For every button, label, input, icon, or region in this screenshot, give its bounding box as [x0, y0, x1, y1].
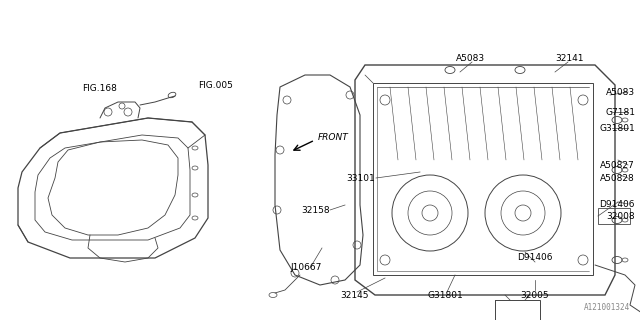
Text: G31801: G31801 [599, 124, 635, 132]
Text: 33101: 33101 [346, 173, 375, 182]
Text: 32005: 32005 [521, 291, 549, 300]
Text: G31801: G31801 [427, 291, 463, 300]
Text: A50828: A50828 [600, 173, 635, 182]
Text: A5083: A5083 [606, 87, 635, 97]
Text: D91406: D91406 [517, 253, 553, 262]
Text: 32145: 32145 [340, 291, 369, 300]
Text: A50827: A50827 [600, 161, 635, 170]
Text: D91406: D91406 [600, 199, 635, 209]
Text: G7181: G7181 [605, 108, 635, 116]
Text: A5083: A5083 [456, 53, 484, 62]
Text: FRONT: FRONT [318, 132, 349, 141]
Text: 32158: 32158 [301, 205, 330, 214]
Text: A121001324: A121001324 [584, 303, 630, 312]
Text: 32008: 32008 [606, 212, 635, 220]
Text: 32141: 32141 [556, 53, 584, 62]
Text: FIG.005: FIG.005 [198, 81, 233, 90]
Text: J10667: J10667 [290, 263, 321, 273]
Text: FIG.168: FIG.168 [83, 84, 117, 92]
